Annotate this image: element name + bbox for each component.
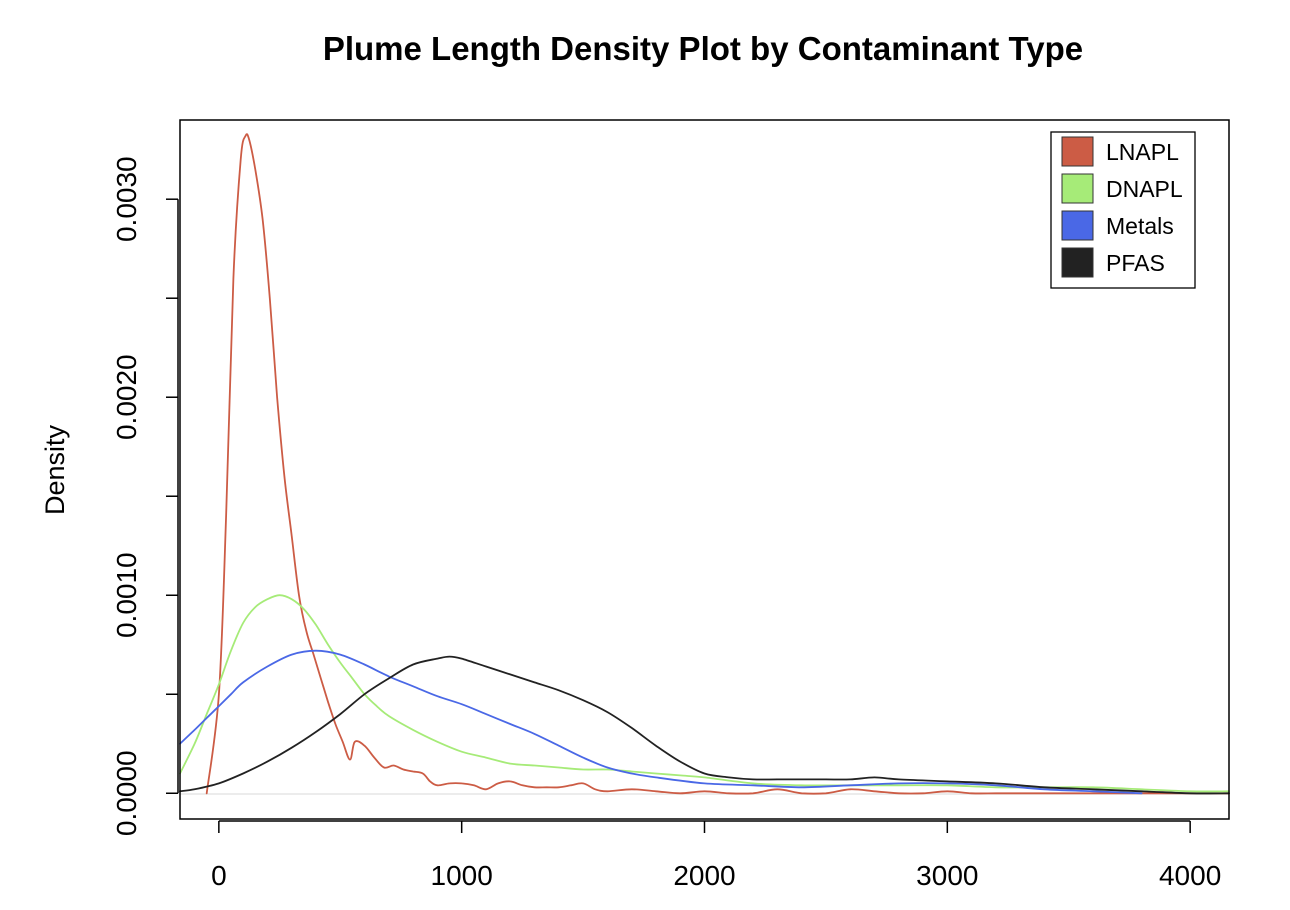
- legend-swatch-dnapl: [1061, 173, 1094, 204]
- x-tick-label: 2000: [673, 860, 735, 891]
- legend-swatch-pfas: [1061, 247, 1094, 278]
- x-tick-label: 0: [211, 860, 227, 891]
- y-tick-label: 0.0020: [111, 354, 142, 440]
- series-line-metals: [179, 649, 1143, 795]
- series-line-pfas: [179, 655, 1230, 795]
- y-tick-label: 0.0030: [111, 156, 142, 242]
- legend-label-pfas: PFAS: [1106, 250, 1165, 276]
- legend-label-lnapl: LNAPL: [1106, 139, 1179, 165]
- series-line-dnapl: [179, 594, 1230, 793]
- legend-label-dnapl: DNAPL: [1106, 176, 1183, 202]
- series-layer: [179, 133, 1230, 795]
- x-axis: 0 1000 2000 3000 4000: [211, 820, 1221, 891]
- x-tick-label: 1000: [431, 860, 493, 891]
- x-tick-label: 3000: [916, 860, 978, 891]
- chart-title: Plume Length Density Plot by Contaminant…: [323, 30, 1083, 67]
- x-tick-label: 4000: [1159, 860, 1221, 891]
- y-tick-label: 0.0010: [111, 552, 142, 638]
- y-axis-title: Density: [40, 424, 70, 515]
- legend-label-metals: Metals: [1106, 213, 1174, 239]
- legend-swatch-lnapl: [1061, 136, 1094, 167]
- legend-swatch-metals: [1061, 210, 1094, 241]
- y-tick-label: 0.0000: [111, 750, 142, 836]
- series-line-lnapl: [205, 133, 1230, 795]
- y-axis: 0.0000 0.0010 0.0020 0.0030: [111, 156, 179, 836]
- plot-frame: [179, 119, 1230, 820]
- legend: LNAPL DNAPL Metals PFAS: [1050, 131, 1196, 289]
